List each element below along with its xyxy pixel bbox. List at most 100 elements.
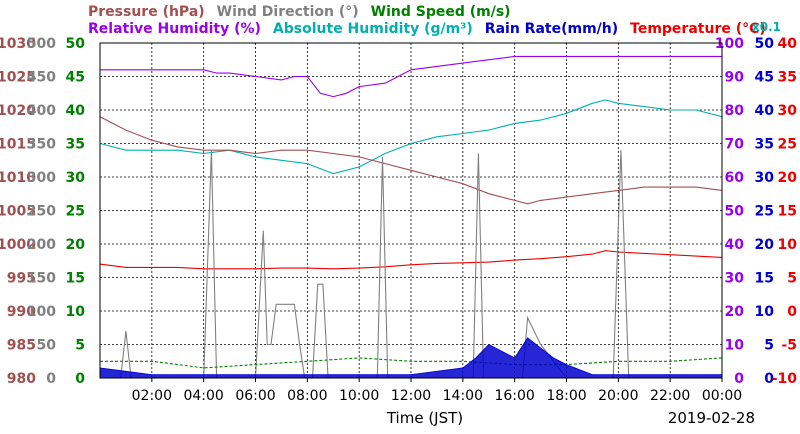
x-tick-label: 06:00 (235, 388, 275, 404)
left-tick-wind_dir: 400 (27, 103, 56, 119)
right-tick-rain: 10 (755, 304, 775, 320)
left-tick-pressure: 990 (7, 304, 36, 320)
right-tick-rel_hum: 0 (734, 371, 744, 387)
series-rel_hum-relative-humidity (100, 55, 722, 98)
left-tick-wind_dir: 200 (27, 237, 56, 253)
x-tick-label: 04:00 (183, 388, 223, 404)
right-tick-rel_hum: 70 (725, 137, 745, 153)
left-tick-wind_speed: 35 (66, 137, 85, 153)
left-tick-pressure: 980 (7, 371, 36, 387)
right-tick-rel_hum: 20 (725, 304, 745, 320)
right-tick-rel_hum: 10 (725, 338, 745, 354)
left-tick-wind_speed: 20 (66, 237, 86, 253)
x-tick-label: 10:00 (339, 388, 379, 404)
right-tick-temp: 5 (787, 271, 797, 287)
left-tick-wind_dir: 0 (46, 371, 56, 387)
right-axes: 0102030405060708090100051015202530354045… (715, 36, 797, 387)
x-tick-label: 22:00 (650, 388, 690, 404)
left-tick-wind_speed: 10 (66, 304, 86, 320)
right-tick-temp: 0 (787, 304, 797, 320)
x-axis-label: Time (JST) (386, 409, 463, 427)
right-tick-rain: 25 (755, 204, 774, 220)
x-tick-label: 20:00 (598, 388, 638, 404)
abs-humidity-scale-label: x0.1 (752, 20, 781, 34)
left-tick-pressure: 1000 (0, 237, 36, 253)
left-tick-wind_dir: 500 (27, 36, 56, 52)
x-tick-label: 16:00 (494, 388, 534, 404)
right-tick-rain: 0 (764, 371, 774, 387)
right-tick-temp: 35 (778, 70, 797, 86)
right-tick-rel_hum: 100 (715, 36, 744, 52)
plot-border (99, 42, 723, 379)
series-rain-rain-rate-mm-h (99, 337, 723, 379)
left-tick-pressure: 1010 (0, 170, 36, 186)
x-tick-label: 02:00 (132, 388, 172, 404)
right-tick-rel_hum: 60 (725, 170, 745, 186)
left-tick-pressure: 1005 (0, 204, 36, 220)
left-tick-wind_dir: 150 (27, 271, 56, 287)
left-tick-pressure: 1025 (0, 70, 36, 86)
right-tick-temp: 40 (778, 36, 798, 52)
left-tick-wind_dir: 450 (27, 70, 56, 86)
series-pressure-pressure-hpa (99, 116, 723, 205)
date-label: 2019-02-28 (668, 409, 755, 427)
right-tick-rel_hum: 90 (725, 70, 745, 86)
left-tick-wind_speed: 0 (75, 371, 85, 387)
left-tick-pressure: 1030 (0, 36, 36, 52)
right-tick-temp: 30 (778, 103, 798, 119)
left-tick-wind_speed: 50 (66, 36, 86, 52)
left-tick-wind_speed: 45 (66, 70, 85, 86)
right-tick-rel_hum: 80 (725, 103, 745, 119)
title-rel_hum: Relative Humidity (%) (88, 21, 261, 37)
left-tick-wind_speed: 40 (66, 103, 86, 119)
left-tick-wind_dir: 100 (27, 304, 56, 320)
right-tick-rain: 20 (755, 237, 775, 253)
x-tick-label: 18:00 (546, 388, 586, 404)
left-tick-pressure: 1015 (0, 137, 36, 153)
left-tick-wind_speed: 25 (66, 204, 85, 220)
left-tick-wind_speed: 5 (75, 338, 85, 354)
x-tick-label: 14:00 (443, 388, 483, 404)
x-tick-label: 00:00 (702, 388, 742, 404)
title-wind_dir: Wind Direction (°) (217, 4, 359, 20)
right-tick-rain: 45 (755, 70, 774, 86)
right-tick-rain: 30 (755, 170, 775, 186)
series-rel_hum-absolute-humidity-g-m (99, 99, 723, 175)
right-tick-temp: -5 (781, 338, 797, 354)
x-tick-label: 12:00 (391, 388, 431, 404)
title-pressure: Pressure (hPa) (88, 4, 205, 20)
right-tick-temp: -10 (772, 371, 798, 387)
left-tick-pressure: 1020 (0, 103, 36, 119)
x-tick-label: 08:00 (287, 388, 327, 404)
right-tick-rain: 5 (764, 338, 774, 354)
series-temp-temperature-c (99, 250, 723, 270)
x-axis: 02:00 04:00 06:00 08:00 10:00 12:00 14:00 16:00… (132, 378, 742, 404)
left-axes: 9809859909951000100510101015102010251030… (0, 36, 85, 387)
right-tick-rel_hum: 50 (725, 204, 745, 220)
right-tick-rel_hum: 40 (725, 237, 745, 253)
right-tick-temp: 10 (778, 237, 798, 253)
right-tick-temp: 20 (778, 170, 798, 186)
left-tick-wind_speed: 15 (66, 271, 85, 287)
series-wind_speed-wind-speed-m-s (100, 357, 723, 369)
title-wind_speed: Wind Speed (m/s) (371, 4, 511, 20)
left-tick-pressure: 995 (7, 271, 36, 287)
title-rain: Rain Rate(mm/h) (485, 21, 618, 37)
left-tick-pressure: 985 (7, 338, 36, 354)
right-tick-rain: 15 (755, 271, 774, 287)
right-tick-rel_hum: 30 (725, 271, 745, 287)
right-tick-temp: 15 (778, 204, 797, 220)
right-tick-rain: 50 (755, 36, 775, 52)
left-tick-wind_dir: 300 (27, 170, 56, 186)
title-temp: Temperature (°C) (630, 21, 766, 37)
left-tick-wind_dir: 350 (27, 137, 56, 153)
right-tick-rain: 35 (755, 137, 774, 153)
left-tick-wind_dir: 250 (27, 204, 56, 220)
right-tick-temp: 25 (778, 137, 797, 153)
title-row-1: Pressure (hPa) Wind Direction (°) Wind Spe… (88, 4, 511, 20)
series-group (99, 55, 723, 379)
right-tick-rain: 40 (755, 103, 775, 119)
left-tick-wind_speed: 30 (66, 170, 86, 186)
